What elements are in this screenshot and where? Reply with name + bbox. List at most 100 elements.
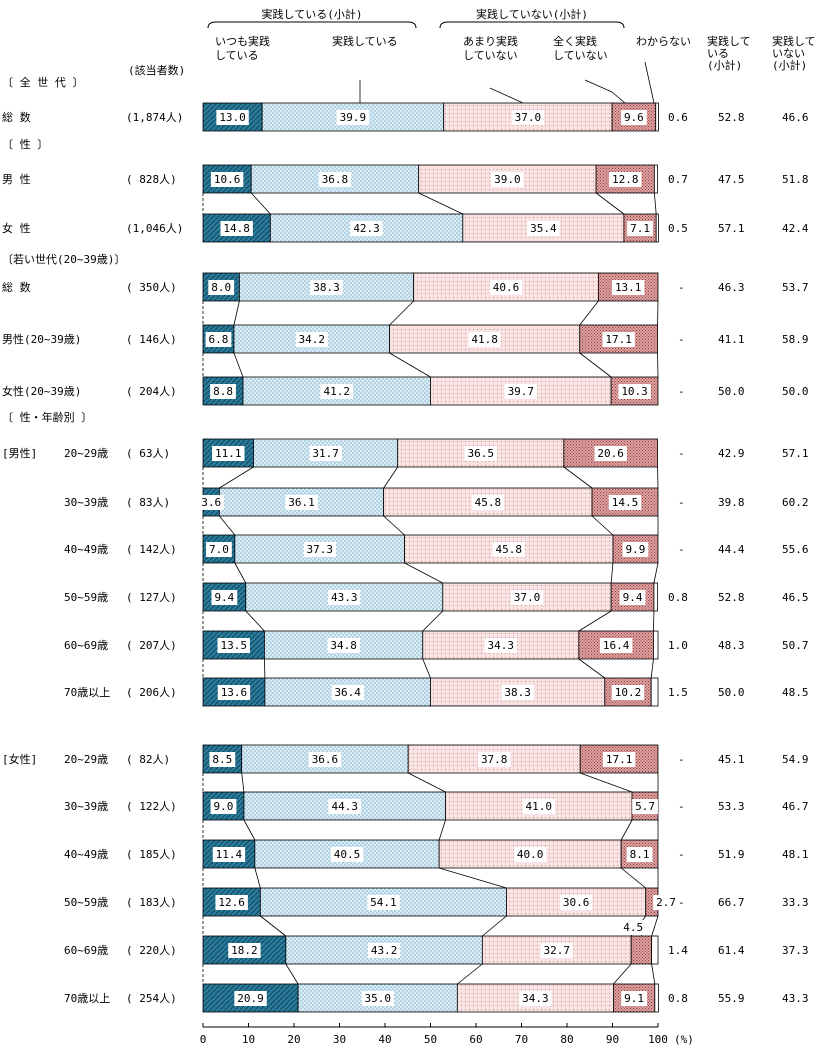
value-label-rarely: 39.7 xyxy=(508,385,535,398)
subtotal-done-value: 48.3 xyxy=(718,639,745,652)
value-label-bg xyxy=(234,991,267,1006)
value-label-bg xyxy=(208,280,235,295)
connector-line xyxy=(233,300,240,326)
value-label-rarely: 35.4 xyxy=(530,222,557,235)
subtotal-done-value: 61.4 xyxy=(718,944,745,957)
x-tick-label: 100 xyxy=(648,1033,668,1046)
legend-never-label: 全く実践 xyxy=(553,34,597,48)
connector-line xyxy=(219,515,236,536)
row-label: 30~39歳 xyxy=(64,800,108,813)
subtotal-done-value: 47.5 xyxy=(718,173,745,186)
subtotal-not-done-value: 57.1 xyxy=(782,447,809,460)
value-label-rarely: 41.8 xyxy=(471,333,498,346)
value-label-bg xyxy=(627,221,653,236)
value-label-doing: 34.8 xyxy=(330,639,357,652)
subtotal-not-done-value: 58.9 xyxy=(782,333,809,346)
subtotal-done-value: 41.1 xyxy=(718,333,745,346)
value-label-always: 14.8 xyxy=(223,222,250,235)
subtotal-done-value: 50.0 xyxy=(718,686,745,699)
value-label-always: 12.6 xyxy=(218,896,245,909)
legend-pointer-line xyxy=(584,79,613,93)
value-label-always: 8.0 xyxy=(211,281,231,294)
subtotal-done-value: 66.7 xyxy=(718,896,745,909)
value-label-bg xyxy=(228,943,261,958)
subtotal-done-value: 55.9 xyxy=(718,992,745,1005)
x-tick-label: 90 xyxy=(606,1033,619,1046)
value-label-always: 13.0 xyxy=(219,111,246,124)
value-label-always: 10.6 xyxy=(214,173,241,186)
group-not-done-bracket xyxy=(439,21,625,29)
connector-line xyxy=(578,658,606,679)
row-count: ( 127人) xyxy=(126,591,177,604)
value-label-bg xyxy=(367,895,400,910)
bar-segment-unknown xyxy=(655,213,659,243)
bar-segment-unknown xyxy=(653,630,659,660)
value-label-bg xyxy=(331,685,364,700)
connector-line xyxy=(620,819,633,841)
value-label-bg xyxy=(622,542,649,557)
unknown-value-label: 0.8 xyxy=(668,591,688,604)
subtotal-not-done-value: 43.3 xyxy=(782,992,809,1005)
row-label: 70歳以上 xyxy=(64,992,110,1005)
row-label: 60~69歳 xyxy=(64,944,108,957)
value-label-doing: 44.3 xyxy=(331,800,358,813)
legend-pointer-line xyxy=(611,91,626,104)
connector-line xyxy=(422,610,444,632)
legend-rarely-label: していない xyxy=(463,49,518,62)
connector-line xyxy=(595,192,625,215)
value-label-bg xyxy=(559,895,593,910)
x-tick-label: 50 xyxy=(424,1033,437,1046)
bar-segment-unknown xyxy=(655,102,659,132)
connector-line xyxy=(457,963,483,985)
connector-line xyxy=(233,352,244,378)
value-label-bg xyxy=(611,280,645,295)
connector-line xyxy=(383,515,405,536)
value-label-bg xyxy=(594,446,627,461)
value-label-never: 17.1 xyxy=(606,753,633,766)
section-label: 〔若い世代(20~39歳)〕 xyxy=(2,253,125,266)
x-tick-label: 30 xyxy=(333,1033,346,1046)
value-label-bg xyxy=(620,920,647,935)
value-label-never: 5.7 xyxy=(635,800,655,813)
value-label-bg xyxy=(350,221,383,236)
subtotal-not-done-value: 55.6 xyxy=(782,543,809,556)
value-label-always: 9.4 xyxy=(214,591,234,604)
value-label-bg xyxy=(468,332,501,347)
unknown-value-label: - xyxy=(678,496,685,509)
subtotal-done-value: 45.1 xyxy=(718,753,745,766)
value-label-rarely: 40.6 xyxy=(493,281,520,294)
row-label: 40~49歳 xyxy=(64,543,108,556)
value-label-doing: 35.0 xyxy=(364,992,391,1005)
value-label-bg xyxy=(619,590,646,605)
row-label: 20~29歳 xyxy=(64,753,108,766)
value-label-doing: 42.3 xyxy=(353,222,380,235)
unknown-value-label: - xyxy=(678,447,685,460)
x-tick-label: 70 xyxy=(515,1033,528,1046)
row-label: 40~49歳 xyxy=(64,848,108,861)
unknown-value-label: - xyxy=(678,753,685,766)
row-count: ( 207人) xyxy=(126,639,177,652)
x-tick-label: 40 xyxy=(378,1033,391,1046)
subtotal-not-done-value: 46.7 xyxy=(782,800,809,813)
value-label-doing: 31.7 xyxy=(312,447,339,460)
value-label-doing: 43.3 xyxy=(331,591,358,604)
value-label-rarely: 37.0 xyxy=(514,591,541,604)
unknown-value-label: 0.5 xyxy=(668,222,688,235)
value-label-bg xyxy=(217,638,250,653)
value-label-bg xyxy=(464,446,497,461)
value-label-bg xyxy=(217,685,251,700)
value-label-bg xyxy=(608,495,642,510)
value-label-never: 8.1 xyxy=(630,848,650,861)
subtotal-header-done: いる xyxy=(707,47,729,60)
connector-line xyxy=(245,610,265,632)
row-label: 総 数 xyxy=(2,280,31,294)
value-label-bg xyxy=(308,752,342,767)
subtotal-not-done-value: 48.5 xyxy=(782,686,809,699)
bars xyxy=(202,102,659,1013)
value-label-never: 20.6 xyxy=(597,447,624,460)
connector-line xyxy=(383,466,399,489)
connector-line xyxy=(234,562,247,584)
unknown-value-label: - xyxy=(678,385,685,398)
row-count: ( 146人) xyxy=(126,333,177,346)
